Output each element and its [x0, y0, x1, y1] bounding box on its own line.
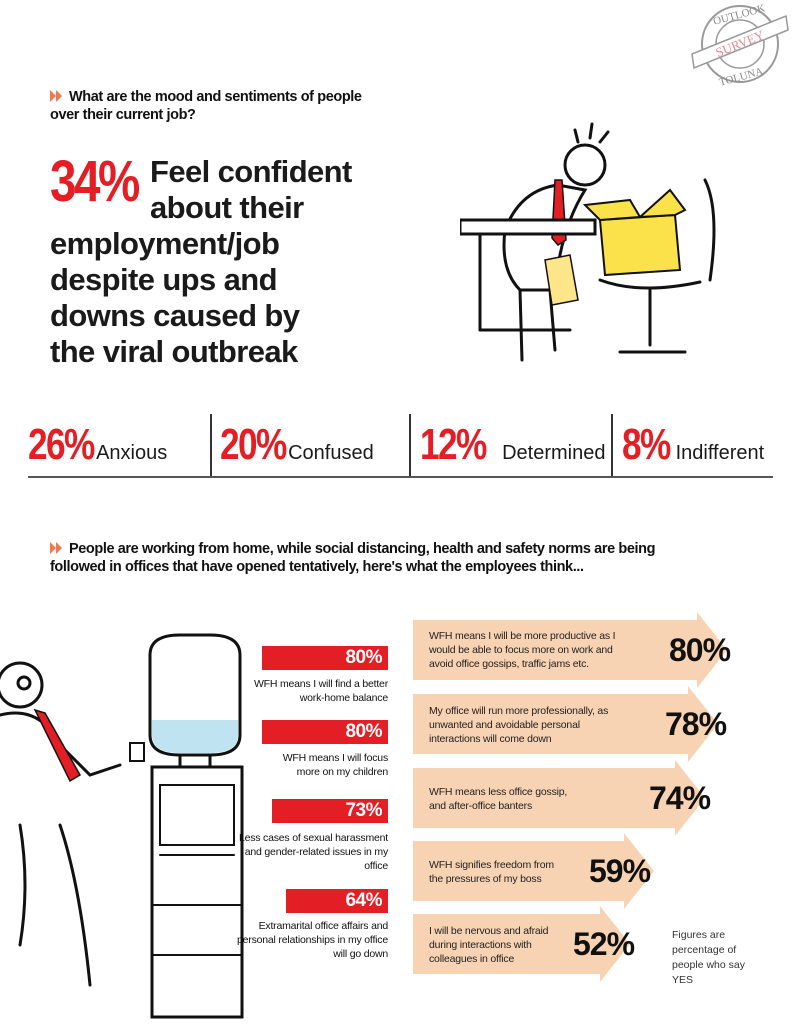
arrow-shape — [413, 612, 727, 688]
divider — [611, 414, 613, 476]
arrow-shape — [413, 760, 705, 836]
left-item-label: WFH means I will focus more on my childr… — [282, 752, 388, 778]
divider — [210, 414, 212, 476]
left-item-label: Extramarital office affairs and personal… — [237, 920, 388, 960]
arrow-shape — [413, 906, 630, 982]
left-item-bar: 73% — [272, 799, 388, 823]
right-item: WFH means less office gossip, and after-… — [413, 760, 711, 836]
arrow-shape — [413, 686, 718, 762]
headline-text: Feel confident about their employment/jo… — [50, 154, 352, 369]
stat-indifferent: 8% Indifferent — [622, 420, 765, 469]
double-chevron-icon — [50, 542, 62, 554]
divider — [409, 414, 411, 476]
svg-text:TOLUNA: TOLUNA — [718, 65, 765, 88]
stat-confused: 20% Confused — [220, 420, 374, 469]
left-item-label: Less cases of sexual harassment and gend… — [238, 832, 388, 872]
right-item: WFH signifies freedom from the pressures… — [413, 833, 654, 909]
headline-percentage: 34% — [50, 149, 140, 214]
right-item: WFH means I will be more productive as I… — [413, 612, 731, 688]
footnote: Figures are percentage of people who say… — [672, 929, 745, 986]
stats-row: 26% Anxious 20% Confused 12% Determined 8% I… — [28, 414, 773, 478]
worried-man-desk-illustration — [458, 120, 730, 370]
left-item-label: WFH means I will find a better work-home… — [253, 678, 388, 704]
double-chevron-icon — [50, 90, 62, 102]
svg-text:SURVEY: SURVEY — [713, 27, 766, 60]
stat-anxious: 26% Anxious — [28, 420, 168, 469]
right-item: My office will run more professionally, … — [413, 686, 727, 762]
arrow-shape — [413, 833, 654, 909]
right-item: I will be nervous and afraid during inte… — [413, 906, 635, 982]
section1-question: What are the mood and sentiments of peop… — [50, 89, 362, 123]
outlook-toluna-survey-stamp: OUTLOOK SURVEY TOLUNA — [690, 2, 790, 89]
left-item-bar: 64% — [286, 889, 388, 913]
left-item-bar: 80% — [262, 646, 388, 670]
section2-question: People are working from home, while soci… — [50, 541, 656, 575]
water-cooler-man-illustration — [0, 625, 250, 1025]
left-item-bar: 80% — [262, 720, 388, 744]
stat-determined: 12% Determined — [420, 420, 606, 469]
